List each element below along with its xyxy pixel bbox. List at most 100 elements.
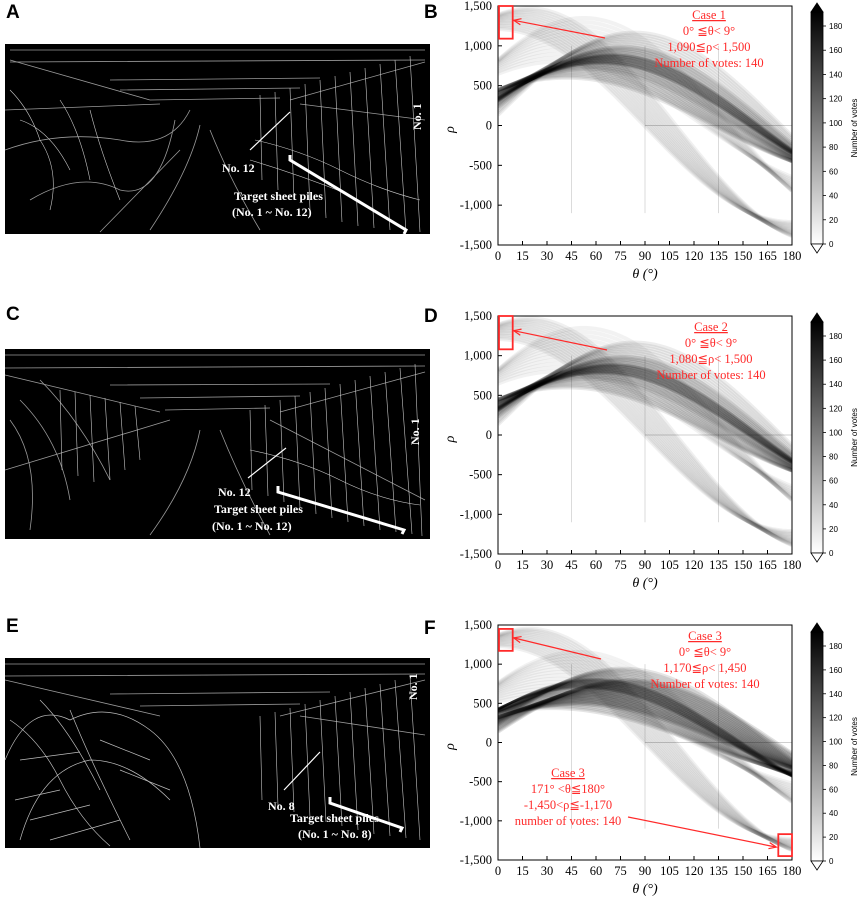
vote-curve-core: [498, 61, 792, 155]
colorbar-tick-label: 40: [829, 809, 838, 818]
x-tick-label: 90: [639, 558, 652, 572]
pile-end-c: No. 1: [408, 418, 422, 445]
vote-curve: [498, 693, 792, 777]
vote-curve: [498, 14, 792, 235]
vote-curve: [498, 344, 792, 452]
vote-curve: [498, 71, 792, 163]
vote-curve-core: [498, 370, 792, 464]
vote-curve: [498, 51, 792, 183]
vote-curve: [498, 374, 792, 469]
colorbar-tick-label: 100: [829, 119, 843, 128]
vote-curve: [498, 630, 792, 851]
vote-curve: [498, 684, 792, 776]
vote-curve: [498, 353, 792, 460]
case-annotation: Case 2 0° ≦θ< 9° 1,080≦ρ< 1,500 Number of v…: [498, 315, 766, 382]
vote-curve: [498, 316, 792, 548]
vote-curve: [498, 346, 792, 454]
vote-curve: [498, 340, 792, 447]
vote-curve: [498, 317, 792, 547]
x-tick-label: 165: [758, 249, 777, 263]
vote-curve: [498, 342, 792, 450]
vote-curve: [498, 362, 792, 464]
x-tick-label: 150: [734, 558, 753, 572]
vote-curve: [498, 64, 792, 160]
y-axis-label: ρ: [443, 435, 458, 443]
vote-curve-core: [498, 364, 792, 461]
vote-curve: [498, 66, 792, 163]
vote-curve: [498, 32, 792, 140]
colorbar-label: Number of votes: [850, 99, 858, 158]
vote-curve: [498, 20, 792, 230]
vote-curve: [498, 691, 792, 777]
vote-curve: [498, 368, 792, 468]
vote-curve: [498, 697, 792, 777]
vote-curve: [498, 72, 792, 164]
x-tick-label: 45: [565, 558, 578, 572]
case-box: [498, 315, 514, 351]
vote-curve: [498, 364, 792, 465]
vote-curve: [498, 683, 792, 775]
vote-curve: [498, 626, 792, 852]
vote-curve: [498, 49, 792, 151]
callout-arrowhead: [512, 328, 522, 336]
x-tick-label: 30: [541, 864, 554, 878]
colorbar-tick-label: 100: [829, 428, 843, 437]
vote-curve: [498, 349, 792, 498]
vote-curve: [498, 44, 792, 151]
x-tick-label: 120: [685, 249, 704, 263]
vote-curve: [498, 75, 792, 163]
vote-curve: [498, 686, 792, 777]
vote-curve: [498, 694, 792, 769]
vote-curve: [498, 684, 792, 763]
vote-curve: [498, 355, 792, 455]
vote-curve: [498, 640, 792, 845]
x-tick-label: 180: [783, 249, 802, 263]
vote-curve: [498, 341, 792, 500]
vote-curve: [498, 663, 792, 801]
vote-curve: [498, 666, 792, 762]
vote-curve: [498, 680, 792, 794]
vote-curve: [498, 333, 792, 537]
x-tick-label: 135: [709, 558, 728, 572]
colorbar-ramp: [810, 631, 824, 862]
colorbar-tick-label: 20: [829, 833, 838, 842]
vote-curve: [498, 704, 792, 775]
vote-curve: [498, 700, 792, 776]
vote-curve: [498, 699, 792, 777]
x-tick-label: 45: [565, 864, 578, 878]
vote-curve: [498, 678, 792, 773]
case-title: Case 3: [688, 629, 722, 643]
vote-curve: [498, 673, 792, 797]
vote-curve: [498, 690, 792, 767]
vote-curve-core: [498, 683, 792, 778]
y-tick-label: -500: [469, 468, 492, 482]
vote-curve: [498, 62, 792, 161]
vote-curve: [498, 63, 792, 162]
vote-curve: [498, 659, 792, 802]
vote-curve: [498, 696, 792, 777]
x-tick-label: 105: [660, 558, 679, 572]
y-tick-label: 500: [473, 388, 492, 402]
vote-curve: [498, 680, 792, 774]
vote-curve: [498, 45, 792, 146]
vote-curve: [498, 692, 792, 777]
vote-curve: [498, 67, 792, 163]
x-tick-label: 75: [614, 558, 627, 572]
colorbar-tick-label: 120: [829, 714, 843, 723]
vote-curve: [498, 353, 792, 496]
x-tick-label: 165: [758, 864, 777, 878]
panel-label-f: F: [424, 618, 436, 639]
x-tick-label: 90: [639, 249, 652, 263]
colorbar-tick-label: 140: [829, 690, 843, 699]
vote-curve: [498, 372, 792, 470]
target-range-a: (No. 1 ~ No. 12): [232, 205, 312, 219]
vote-curve: [498, 380, 792, 473]
plot-background: [498, 316, 792, 554]
colorbar-tick-label: 120: [829, 404, 843, 413]
colorbar-tick-label: 180: [829, 22, 843, 31]
x-tick-label: 75: [614, 864, 627, 878]
vote-curve: [498, 691, 792, 768]
vote-curve: [498, 385, 792, 473]
vote-curve: [498, 45, 792, 152]
colorbar-tick-label: 140: [829, 70, 843, 79]
